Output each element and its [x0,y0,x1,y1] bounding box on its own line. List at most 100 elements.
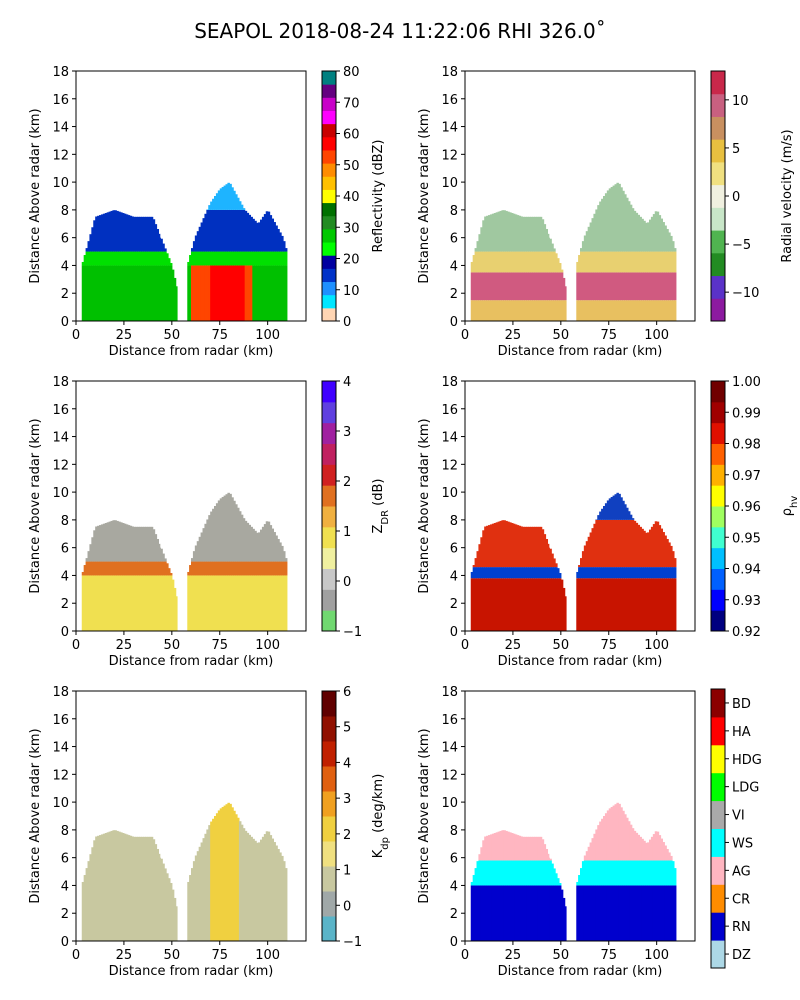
echo-cell-layer-1 [583,272,587,301]
echo-cell-layer-3 [603,196,606,252]
echo-cell-layer-1 [169,263,173,266]
echo-cell-layer-1 [242,561,246,576]
colorbar-tick-label: 0 [732,190,740,205]
echo-cell-layer-0 [169,883,173,941]
echo-cell-layer-3 [666,228,669,252]
echo-cell-layer-2 [91,537,94,562]
y-tick-label: 10 [441,176,458,191]
echo-cell-layer-1 [511,272,514,301]
echo-cell-layer-0 [560,300,564,321]
echo-cell-layer-0 [229,803,232,941]
echo-cell-layer-1 [246,251,250,266]
echo-cell-layer-0 [578,885,581,941]
colorbar-swatch [711,744,725,774]
figure-title: SEAPOL 2018-08-24 11:22:06 RHI 326.0˚ [194,19,606,43]
echo-cell-layer-3 [526,216,529,252]
echo-cell-layer-3 [474,248,478,252]
echo-cell-layer-0 [564,596,568,631]
echo-cell-layer-0 [160,265,163,321]
echo-cell-layer-0 [189,575,192,631]
echo-cell-layer-2 [212,209,215,252]
plot-frame [464,380,696,632]
echo-cell-layer-1 [281,561,284,576]
echo-cell-layer-1 [284,561,288,576]
echo-cell-layer-0 [221,806,225,941]
echo-cell-layer-2 [219,209,223,252]
echo-gap-0 [160,492,176,548]
echo-cell-layer-3 [237,197,240,210]
echo-cell-layer-0 [204,833,207,941]
echo-cell-layer-3 [620,187,623,252]
y-tick-label: 18 [441,685,458,700]
echo-cell-layer-2 [225,494,229,562]
echo-cell-layer-0 [143,836,146,941]
echo-cell-layer-1 [522,272,526,301]
echo-cell-layer-2 [491,251,495,273]
colorbar-swatch [711,275,725,299]
echo-cell-layer-2 [108,211,112,252]
echo-cell-layer-1 [656,567,660,579]
echo-cell-layer-2 [196,231,200,252]
echo-cell-layer-1 [541,860,545,886]
echo-cell-layer-1 [597,272,600,301]
echo-cell-layer-0 [595,578,598,631]
echo-cell-layer-2 [591,251,595,273]
echo-cell-layer-0 [662,885,665,941]
echo-cell-layer-0 [537,578,541,631]
echo-cell-layer-1 [284,251,288,266]
echo-cell-layer-1 [127,561,131,576]
echo-cell-layer-1 [549,567,552,579]
echo-cell-layer-1 [85,251,89,266]
echo-cell-layer-2 [244,520,248,562]
echo-cell-layer-1 [486,860,489,886]
echo-cell-layer-2 [535,526,539,568]
echo-cell-layer-0 [171,579,175,631]
echo-cell-layer-2 [273,532,276,562]
colorbar-tick-label: 1 [343,525,351,540]
echo-cell-layer-0 [495,885,499,941]
echo-cell-layer-2 [258,532,261,562]
echo-cell-layer-1 [219,251,223,266]
echo-cell-layer-1 [223,251,227,266]
echo-cell-layer-0 [645,578,648,631]
echo-cell-layer-1 [87,251,91,266]
echo-cell-layer-0 [558,300,562,321]
echo-cell-layer-1 [258,251,261,266]
echo-cell-layer-1 [581,567,585,579]
echo-cell-layer-0 [87,861,91,941]
echo-cell-layer-2 [227,209,230,252]
echo-cell-layer-1 [631,567,635,579]
echo-cell-layer-1 [120,561,123,576]
echo-cell-layer-1 [624,272,627,301]
echo-cell-layer-2 [593,251,596,273]
colorbar-swatch [322,176,336,190]
colorbar-swatch [322,71,336,85]
echo-cell-layer-3 [620,497,623,520]
echo-cell-layer-0 [511,300,514,321]
echo-cell-layer-0 [106,832,110,941]
echo-cell-layer-1 [112,251,115,266]
echo-cell-layer-2 [85,248,89,252]
echo-cell-layer-0 [503,300,506,321]
echo-cell-layer-0 [614,578,618,631]
echo-cell-layer-0 [555,300,558,321]
echo-cell-layer-3 [516,215,520,252]
echo-cell-layer-1 [139,251,142,266]
echo-cell-layer-2 [555,253,558,273]
echo-cell-layer-1 [673,272,677,301]
echo-cell-layer-1 [116,251,119,266]
echo-cell-layer-1 [666,860,669,886]
echo-cell-layer-0 [150,265,154,321]
echo-cell-layer-2 [664,535,667,568]
y-tick-label: 18 [52,375,69,390]
echo-cell-layer-0 [200,575,204,631]
echo-cell-layer-1 [110,561,114,576]
echo-cell-layer-2 [606,251,610,273]
echo-cell-layer-1 [532,860,535,886]
echo-cell-layer-0 [488,578,491,631]
echo-cell-layer-1 [198,251,202,266]
echo-cell-layer-1 [196,251,200,266]
echo-cell-layer-3 [649,219,652,252]
colorbar-swatch [711,485,725,507]
echo-cell-layer-0 [555,578,558,631]
